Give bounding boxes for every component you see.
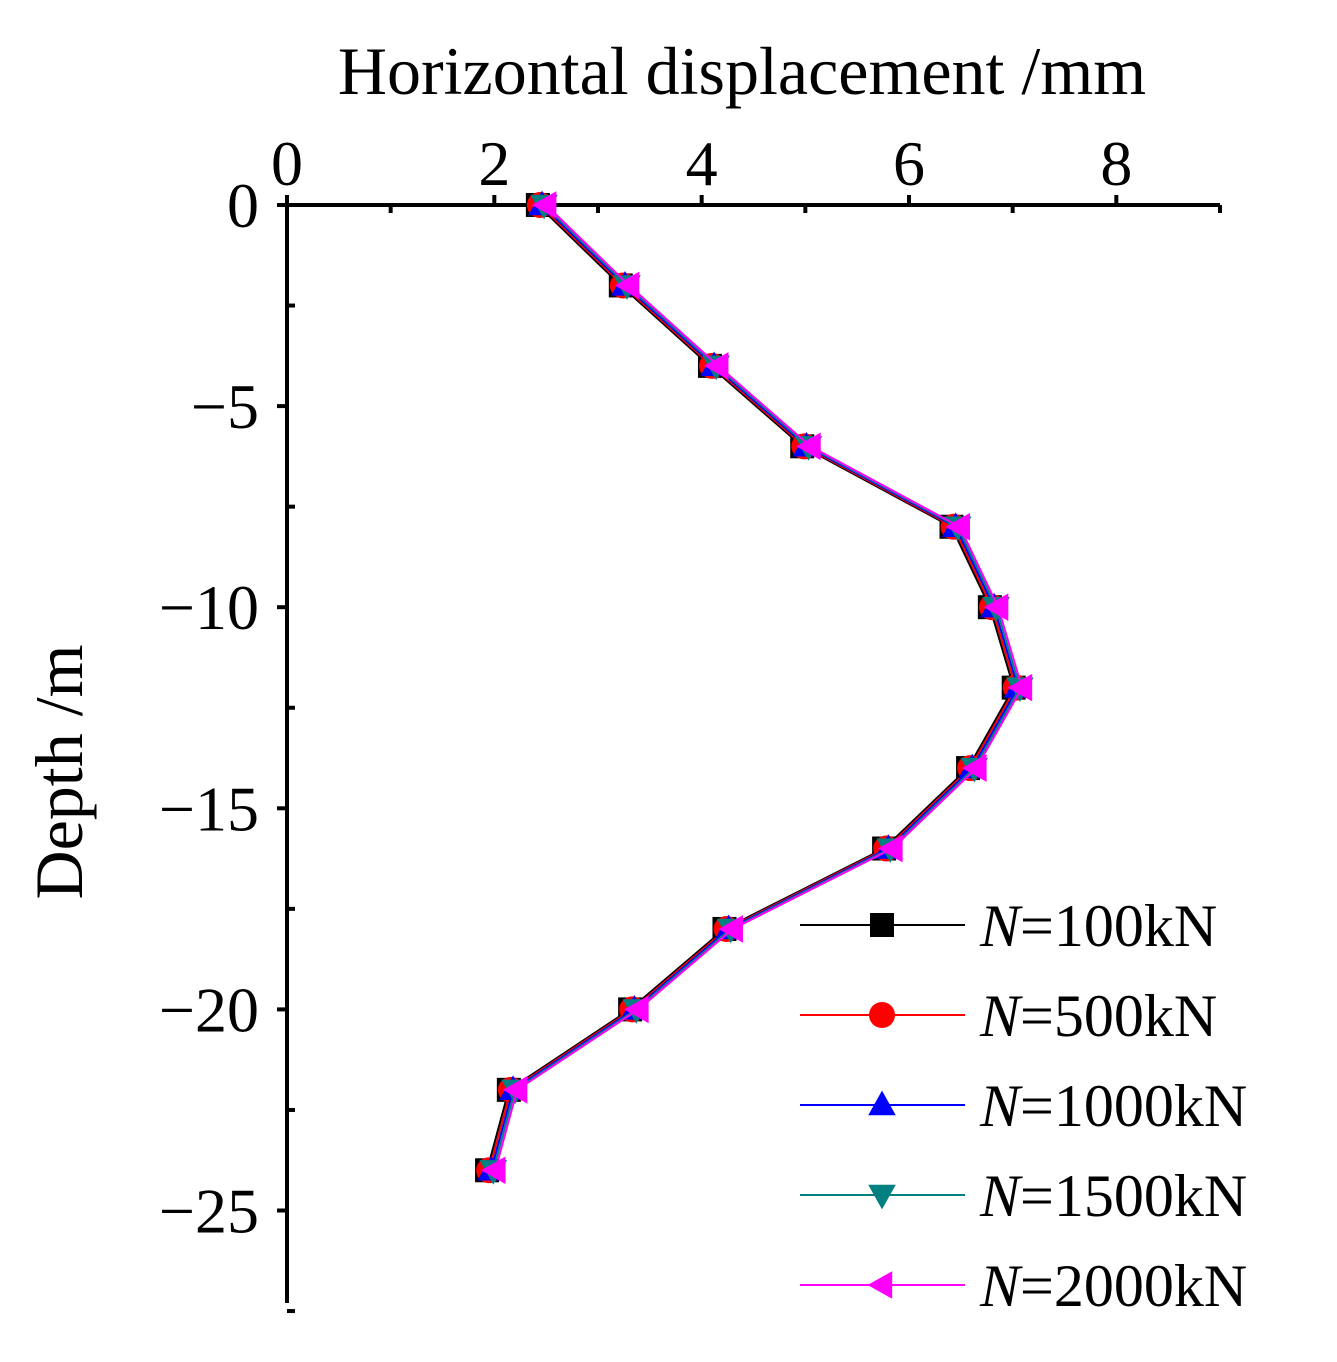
legend-marker xyxy=(868,1090,896,1116)
data-point xyxy=(945,512,970,541)
y-tick-label: −5 xyxy=(191,371,259,442)
legend-item: N=2000kN xyxy=(800,1253,1247,1319)
data-point xyxy=(878,834,903,863)
axes: 0 2 4 6 8 0 −5 −10 −15 −20 −25 xyxy=(159,128,1222,1314)
data-point xyxy=(624,995,649,1024)
series-line xyxy=(486,204,1015,1171)
x-axis-title: Horizontal displacement /mm xyxy=(338,33,1146,109)
legend-item: N=500kN xyxy=(800,983,1217,1049)
x-tick-label: 8 xyxy=(1100,128,1132,199)
legend-marker xyxy=(868,1184,896,1210)
series-n-1500kn xyxy=(479,194,1034,1185)
data-point xyxy=(531,191,557,219)
y-tick-label: 0 xyxy=(227,170,259,241)
legend-marker xyxy=(869,1002,895,1028)
legend-item: N=1500kN xyxy=(800,1163,1247,1229)
data-point xyxy=(983,593,1009,621)
x-tick-label: 2 xyxy=(478,128,510,199)
series-n-2000kn xyxy=(480,191,1033,1185)
data-point xyxy=(961,754,987,782)
series-line xyxy=(494,204,1024,1171)
data-point xyxy=(1007,673,1033,702)
legend-label: N=500kN xyxy=(979,983,1217,1049)
legend-marker xyxy=(867,1271,893,1299)
data-point xyxy=(703,352,729,380)
data-point xyxy=(502,1076,528,1104)
data-point xyxy=(718,915,743,943)
y-axis-title: Depth /m xyxy=(21,645,97,900)
series-n-500kn xyxy=(476,192,1029,1184)
data-point xyxy=(796,432,821,461)
legend-label: N=100kN xyxy=(979,893,1217,959)
x-tick-label: 0 xyxy=(271,128,303,199)
series-line xyxy=(490,204,1019,1171)
legend-label: N=2000kN xyxy=(979,1253,1247,1319)
x-tick-label: 6 xyxy=(893,128,925,199)
legend-marker xyxy=(870,913,894,937)
series-line xyxy=(488,204,1017,1171)
y-tick-label: −10 xyxy=(159,572,259,643)
y-tick-label: −15 xyxy=(159,773,259,844)
data-point xyxy=(614,271,640,300)
series-n-100kn xyxy=(475,193,1026,1183)
x-tick-label: 4 xyxy=(686,128,718,199)
legend-label: N=1000kN xyxy=(979,1073,1247,1139)
legend-item: N=1000kN xyxy=(800,1073,1247,1139)
legend-item: N=100kN xyxy=(800,893,1217,959)
series-layer xyxy=(475,190,1034,1185)
series-line xyxy=(492,204,1022,1171)
legend: N=100kN N=500kN N=1000kN N=1500kN N=2000kN xyxy=(800,893,1247,1319)
y-tick-label: −20 xyxy=(159,974,259,1045)
legend-label: N=1500kN xyxy=(979,1163,1247,1229)
data-point xyxy=(480,1156,506,1185)
y-tick-label: −25 xyxy=(159,1175,259,1246)
series-n-1000kn xyxy=(477,190,1032,1181)
